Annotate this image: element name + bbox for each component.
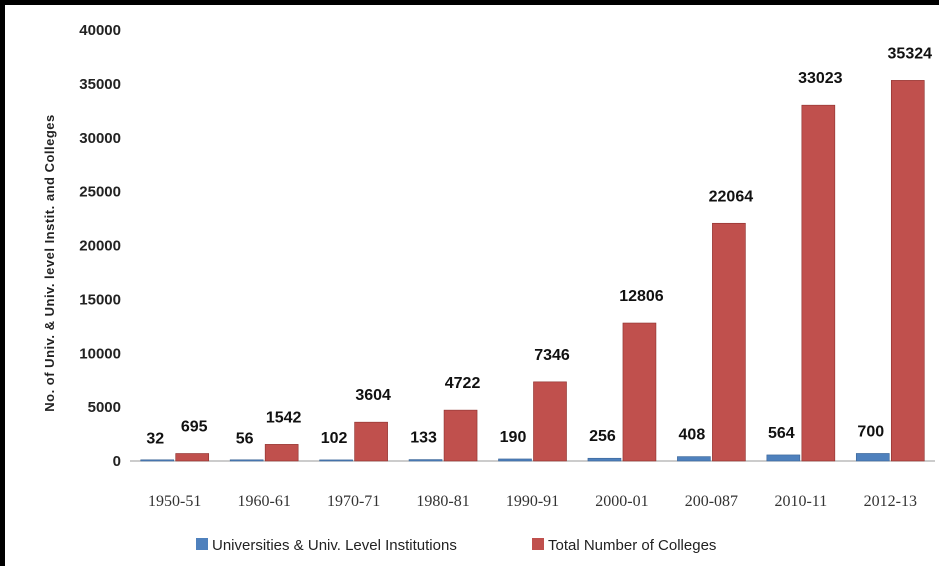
data-label-colleges: 33023 (798, 70, 843, 87)
bar-universities (766, 454, 801, 462)
x-tick-label: 1950-51 (148, 493, 201, 510)
data-label-colleges: 3604 (355, 387, 391, 404)
x-tick-label: 2010-11 (774, 493, 827, 510)
bar-colleges (175, 453, 210, 462)
y-tick-label: 40000 (79, 22, 121, 39)
data-label-universities: 32 (146, 431, 164, 448)
bar-universities (140, 459, 175, 462)
y-tick-label: 10000 (79, 345, 121, 362)
x-tick-label: 2012-13 (864, 493, 917, 510)
bar-colleges (354, 421, 388, 462)
data-label-universities: 102 (321, 430, 348, 447)
data-label-colleges: 35324 (888, 45, 933, 62)
data-label-colleges: 22064 (709, 188, 754, 205)
bar-colleges (890, 80, 925, 462)
bar-colleges (622, 322, 657, 462)
legend-swatch-colleges (532, 538, 544, 550)
data-label-universities: 700 (857, 423, 884, 440)
data-label-colleges: 7346 (534, 347, 570, 364)
data-label-universities: 564 (768, 425, 795, 442)
x-tick-label: 1970-71 (327, 493, 380, 510)
bars-layer (140, 80, 925, 462)
bar-colleges (533, 381, 567, 462)
bar-universities (319, 459, 353, 462)
y-tick-label: 25000 (79, 184, 121, 201)
x-tick-label: 200-087 (685, 493, 738, 510)
bar-chart: 0 5000 10000 15000 20000 25000 30000 35000 40000… (42, 22, 935, 554)
x-tick-label: 1990-91 (506, 493, 559, 510)
bar-colleges (801, 104, 836, 462)
data-label-universities: 190 (500, 429, 527, 446)
y-axis-label: No. of Univ. & Univ. level Instit. and C… (42, 114, 57, 412)
legend-label-colleges: Total Number of Colleges (548, 537, 716, 554)
legend-swatch-universities (196, 538, 208, 550)
x-tick-label: 1980-81 (416, 493, 469, 510)
data-label-colleges: 695 (181, 419, 208, 436)
data-label-universities: 256 (589, 428, 616, 445)
bar-universities (587, 457, 622, 462)
y-axis-ticks: 0 5000 10000 15000 20000 25000 30000 35000 40000 (79, 22, 121, 470)
x-axis-ticks: 1950-51 1960-61 1970-71 1980-81 1990-91 2000-… (148, 493, 917, 510)
bar-universities (408, 459, 443, 462)
data-label-colleges: 4722 (445, 375, 481, 392)
bar-colleges (443, 409, 478, 462)
y-tick-label: 15000 (79, 291, 121, 308)
bar-universities (498, 458, 532, 462)
legend: Universities & Univ. Level Institutions … (196, 537, 716, 554)
y-tick-label: 30000 (79, 130, 121, 147)
y-tick-label: 20000 (79, 238, 121, 255)
bar-universities (677, 456, 711, 462)
data-label-colleges: 12806 (619, 288, 664, 305)
x-tick-label: 2000-01 (595, 493, 648, 510)
bar-universities (855, 453, 890, 462)
data-label-universities: 408 (679, 427, 706, 444)
data-label-colleges: 1542 (266, 409, 302, 426)
x-tick-label: 1960-61 (238, 493, 291, 510)
legend-label-universities: Universities & Univ. Level Institutions (212, 537, 457, 554)
y-tick-label: 0 (113, 453, 121, 470)
bar-universities (229, 459, 264, 462)
y-tick-label: 35000 (79, 76, 121, 93)
data-label-universities: 133 (410, 430, 437, 447)
data-labels-layer: 32 695 56 1542 102 3604 133 4722 190 7346 256 12806… (146, 45, 932, 447)
y-tick-label: 5000 (88, 399, 121, 416)
data-label-universities: 56 (236, 430, 254, 447)
bar-colleges (712, 222, 746, 462)
bar-colleges (264, 444, 299, 462)
